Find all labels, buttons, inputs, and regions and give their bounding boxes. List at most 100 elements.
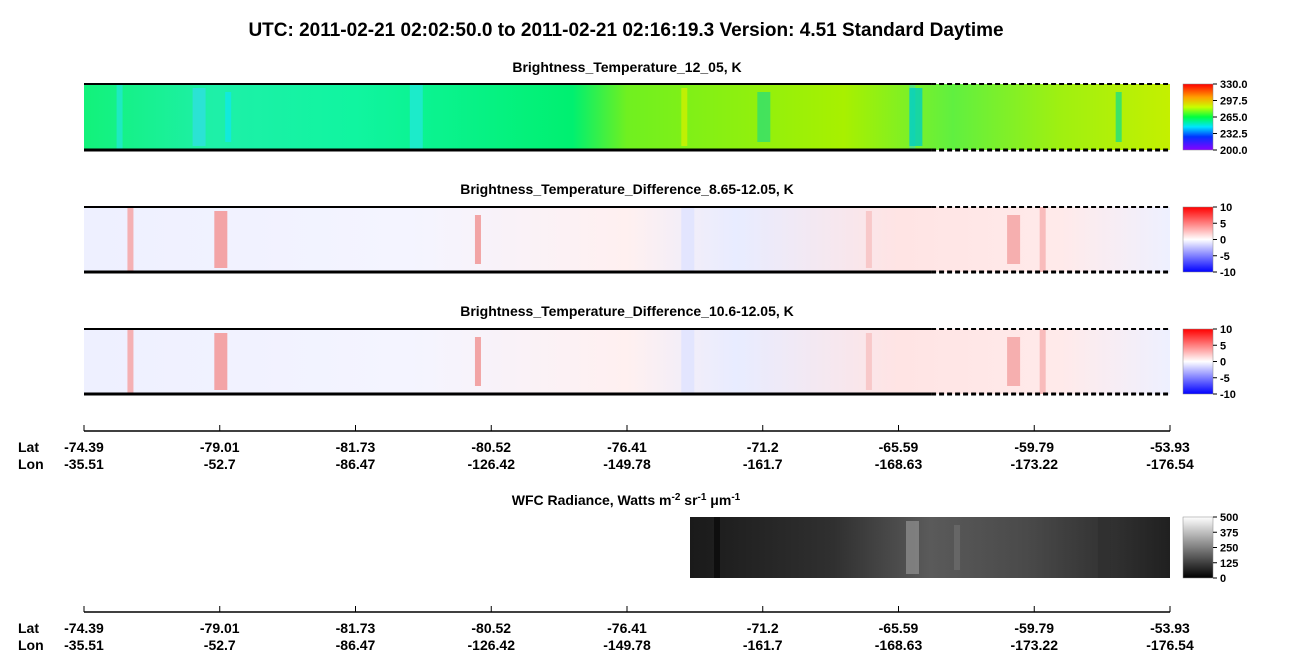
lat-tick-label: -81.73: [336, 620, 376, 636]
lat-tick-label: -74.39: [64, 620, 104, 636]
lon-tick-label: -149.78: [603, 637, 651, 653]
lon-tick-label: -176.54: [1146, 456, 1194, 472]
colorbar-tick-label: 125: [1220, 558, 1238, 570]
image-streak: [214, 333, 228, 390]
title-text: WFC Radiance, Watts m: [512, 492, 672, 508]
image-streak: [906, 521, 919, 574]
image-streak: [474, 337, 481, 386]
colorbar-tick-label: 330.0: [1220, 79, 1248, 91]
lat-tick-label: -81.73: [336, 439, 376, 455]
image-streak: [681, 88, 688, 146]
image-streak: [681, 329, 695, 394]
lon-tick-label: -126.42: [468, 637, 516, 653]
axis-label: Lat: [18, 439, 39, 455]
colorbar-tick-label: 5: [1220, 218, 1226, 230]
colorbar-tick-label: 250: [1220, 543, 1238, 555]
colorbar-tick-label: -10: [1220, 267, 1236, 279]
lat-tick-label: -76.41: [607, 439, 647, 455]
lon-tick-label: -176.54: [1146, 637, 1194, 653]
lon-tick-label: -149.78: [603, 456, 651, 472]
lat-tick-label: -59.79: [1014, 439, 1054, 455]
lat-tick-label: -53.93: [1150, 439, 1190, 455]
lon-tick-label: -161.7: [743, 456, 783, 472]
colorbar-tick-label: -5: [1220, 373, 1230, 385]
image-strip: [84, 84, 1170, 150]
image-strip: [84, 329, 1170, 394]
lon-tick-label: -86.47: [336, 637, 376, 653]
lat-tick-label: -74.39: [64, 439, 104, 455]
image-strip: [84, 207, 1170, 272]
lon-tick-label: -173.22: [1011, 637, 1059, 653]
colorbar-tick-label: 0: [1220, 235, 1226, 247]
image-streak: [225, 92, 232, 142]
image-streak: [474, 215, 481, 264]
image-streak: [1039, 329, 1046, 394]
colorbar-tick-label: 0: [1220, 573, 1226, 585]
image-streak: [954, 525, 960, 570]
image-streak: [1098, 517, 1111, 578]
lat-tick-label: -79.01: [200, 620, 240, 636]
image-streak: [127, 329, 134, 394]
lat-tick-label: -76.41: [607, 620, 647, 636]
title-superscript: -2: [671, 492, 680, 503]
lat-tick-label: -79.01: [200, 439, 240, 455]
colorbar-tick-label: 200.0: [1220, 145, 1248, 157]
colorbar-tick-label: 10: [1220, 324, 1232, 336]
image-streak: [116, 84, 123, 150]
lat-tick-label: -65.59: [879, 439, 919, 455]
title-superscript: -1: [698, 492, 707, 503]
figure-title: UTC: 2011-02-21 02:02:50.0 to 2011-02-21…: [248, 20, 1003, 41]
image-streak: [757, 92, 771, 142]
axis-label: Lon: [18, 637, 44, 653]
colorbar: [1182, 516, 1214, 579]
image-streak: [127, 207, 134, 272]
colorbar-tick-label: 0: [1220, 357, 1226, 369]
image-streak: [1007, 337, 1021, 386]
colorbar-tick-label: 5: [1220, 340, 1226, 352]
image-streak: [909, 88, 923, 146]
panel-title: Brightness_Temperature_12_05, K: [512, 59, 741, 75]
lon-tick-label: -161.7: [743, 637, 783, 653]
colorbar: [1182, 83, 1214, 151]
image-streak: [714, 517, 720, 578]
panel-title: Brightness_Temperature_Difference_10.6-1…: [460, 303, 794, 319]
lat-tick-label: -53.93: [1150, 620, 1190, 636]
image-streak: [192, 88, 206, 146]
title-text: μm: [706, 492, 731, 508]
colorbar: [1182, 206, 1214, 273]
image-streak: [1115, 92, 1122, 142]
lon-tick-label: -173.22: [1011, 456, 1059, 472]
colorbar-tick-label: 232.5: [1220, 129, 1248, 141]
image-streak: [865, 211, 872, 268]
lon-tick-label: -35.51: [64, 637, 104, 653]
lon-tick-label: -168.63: [875, 637, 923, 653]
lat-tick-label: -71.2: [747, 620, 779, 636]
colorbar-tick-label: -10: [1220, 389, 1236, 401]
colorbar-tick-label: 375: [1220, 527, 1238, 539]
lon-tick-label: -35.51: [64, 456, 104, 472]
title-superscript: -1: [731, 492, 740, 503]
axis-label: Lat: [18, 620, 39, 636]
lon-tick-label: -52.7: [204, 456, 236, 472]
colorbar-tick-label: 265.0: [1220, 112, 1248, 124]
image-streak: [214, 211, 228, 268]
lat-tick-label: -71.2: [747, 439, 779, 455]
lon-tick-label: -126.42: [468, 456, 516, 472]
image-streak: [681, 207, 695, 272]
image-streak: [1039, 207, 1046, 272]
colorbar-tick-label: -5: [1220, 251, 1230, 263]
colorbar: [1182, 328, 1214, 395]
lat-tick-label: -65.59: [879, 620, 919, 636]
lon-tick-label: -52.7: [204, 637, 236, 653]
colorbar-tick-label: 10: [1220, 202, 1232, 214]
lon-tick-label: -168.63: [875, 456, 923, 472]
axis-label: Lon: [18, 456, 44, 472]
lat-tick-label: -59.79: [1014, 620, 1054, 636]
title-text: sr: [680, 492, 698, 508]
image-strip: [690, 517, 1170, 578]
image-streak: [865, 333, 872, 390]
lon-tick-label: -86.47: [336, 456, 376, 472]
panel-title: Brightness_Temperature_Difference_8.65-1…: [460, 181, 794, 197]
image-streak: [409, 84, 423, 150]
